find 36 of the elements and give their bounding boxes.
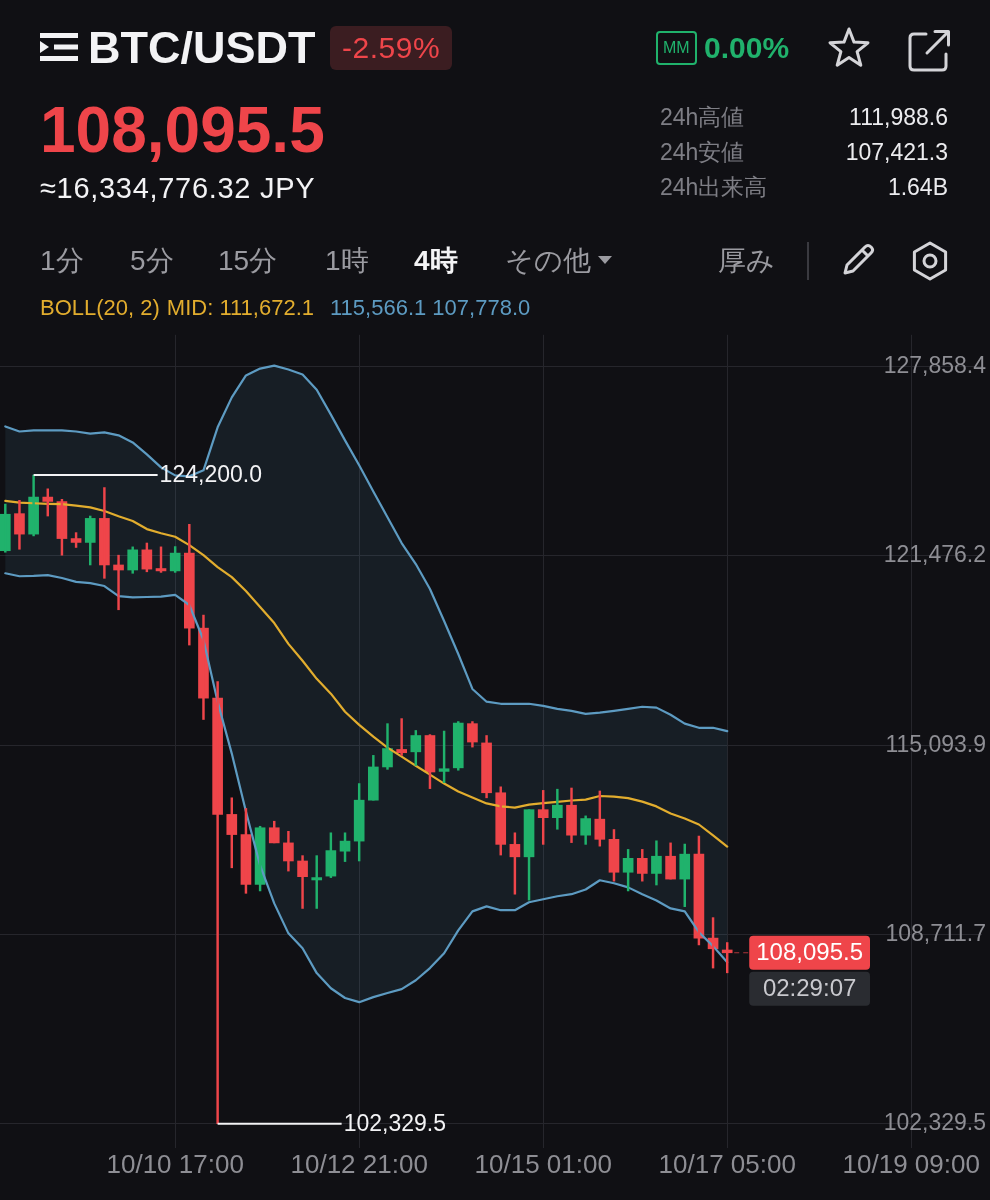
text: 15分 bbox=[218, 245, 278, 276]
text: 厚み bbox=[718, 245, 775, 276]
text: 24h安値 bbox=[660, 139, 745, 165]
text: 4時 bbox=[414, 245, 458, 276]
text: 24h高値 bbox=[660, 104, 745, 130]
text: 111,988.6 bbox=[849, 104, 948, 130]
text: -2.59% bbox=[330, 26, 453, 70]
x-tick-label: 10/10 17:00 bbox=[106, 1148, 244, 1179]
ref-line-label: 108,095.5 bbox=[756, 938, 864, 966]
text: 107,421.3 bbox=[845, 139, 948, 165]
annotation: 02:29:07 bbox=[762, 974, 857, 1002]
text: 24h出来高 bbox=[660, 174, 768, 200]
text: 1分 bbox=[40, 245, 84, 276]
annotation: 102,329.5 bbox=[343, 1110, 446, 1137]
annotation: 124,200.0 bbox=[159, 461, 262, 488]
x-tick-label: 10/12 21:00 bbox=[290, 1148, 428, 1179]
text: 5分 bbox=[130, 245, 174, 276]
x-tick-label: 10/15 01:00 bbox=[474, 1148, 612, 1179]
text: MM bbox=[656, 31, 697, 65]
text: 108,095.5 bbox=[40, 94, 325, 166]
text: その他 bbox=[505, 245, 591, 276]
text: MID: 111,672.1 bbox=[166, 295, 315, 320]
text: 115,566.1 107,778.0 bbox=[330, 295, 531, 320]
text: 1.64B bbox=[887, 174, 948, 200]
y-tick-label: 121,476.2 bbox=[883, 541, 986, 568]
y-tick-label: 115,093.9 bbox=[885, 730, 986, 757]
x-tick-label: 10/19 09:00 bbox=[842, 1148, 980, 1179]
text: 0.00% bbox=[704, 31, 790, 64]
legend-title: BOLL(20, 2) bbox=[40, 295, 160, 320]
y-tick-label: 108,711.7 bbox=[885, 919, 986, 946]
x-tick-label: 10/17 05:00 bbox=[658, 1148, 796, 1179]
text: 1時 bbox=[325, 245, 369, 276]
text: ≈16,334,776.32 JPY bbox=[40, 172, 316, 204]
y-tick-label: 102,329.5 bbox=[883, 1109, 986, 1136]
chart-title: BTC/USDT bbox=[88, 22, 316, 73]
y-tick-label: 127,858.4 bbox=[883, 351, 987, 378]
